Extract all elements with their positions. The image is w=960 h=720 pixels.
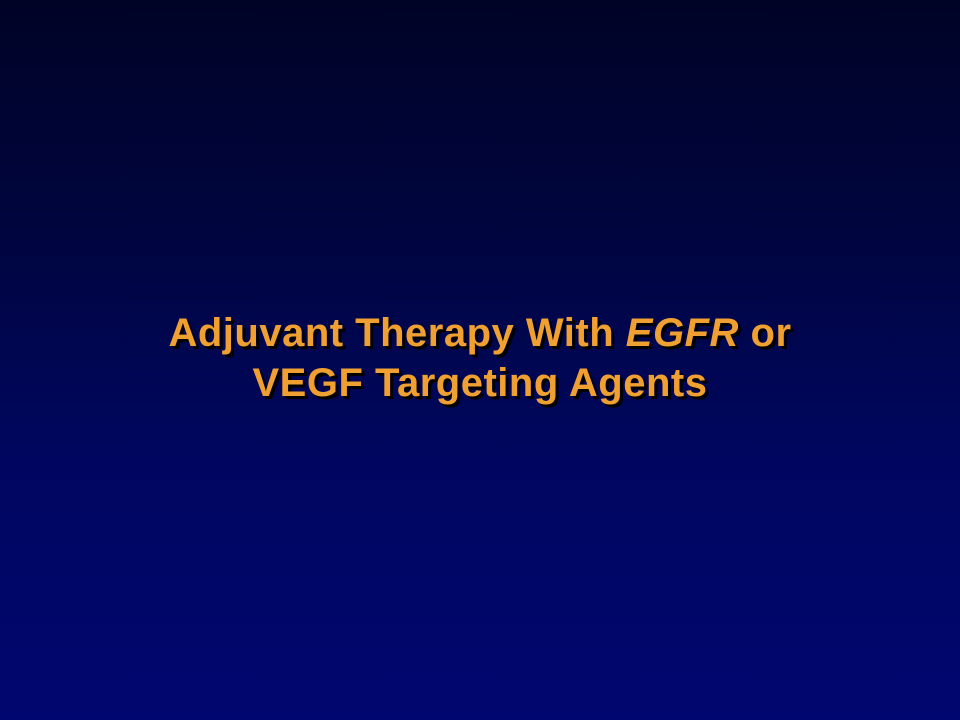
- slide-title: Adjuvant Therapy With EGFR or VEGF Targe…: [0, 308, 960, 408]
- title-line-1-start: Adjuvant Therapy With: [168, 311, 626, 355]
- title-line-1: Adjuvant Therapy With EGFR or: [0, 308, 960, 358]
- title-line-1-end: or: [738, 311, 792, 355]
- title-italic-term: EGFR: [625, 311, 739, 355]
- title-line-2: VEGF Targeting Agents: [252, 361, 708, 405]
